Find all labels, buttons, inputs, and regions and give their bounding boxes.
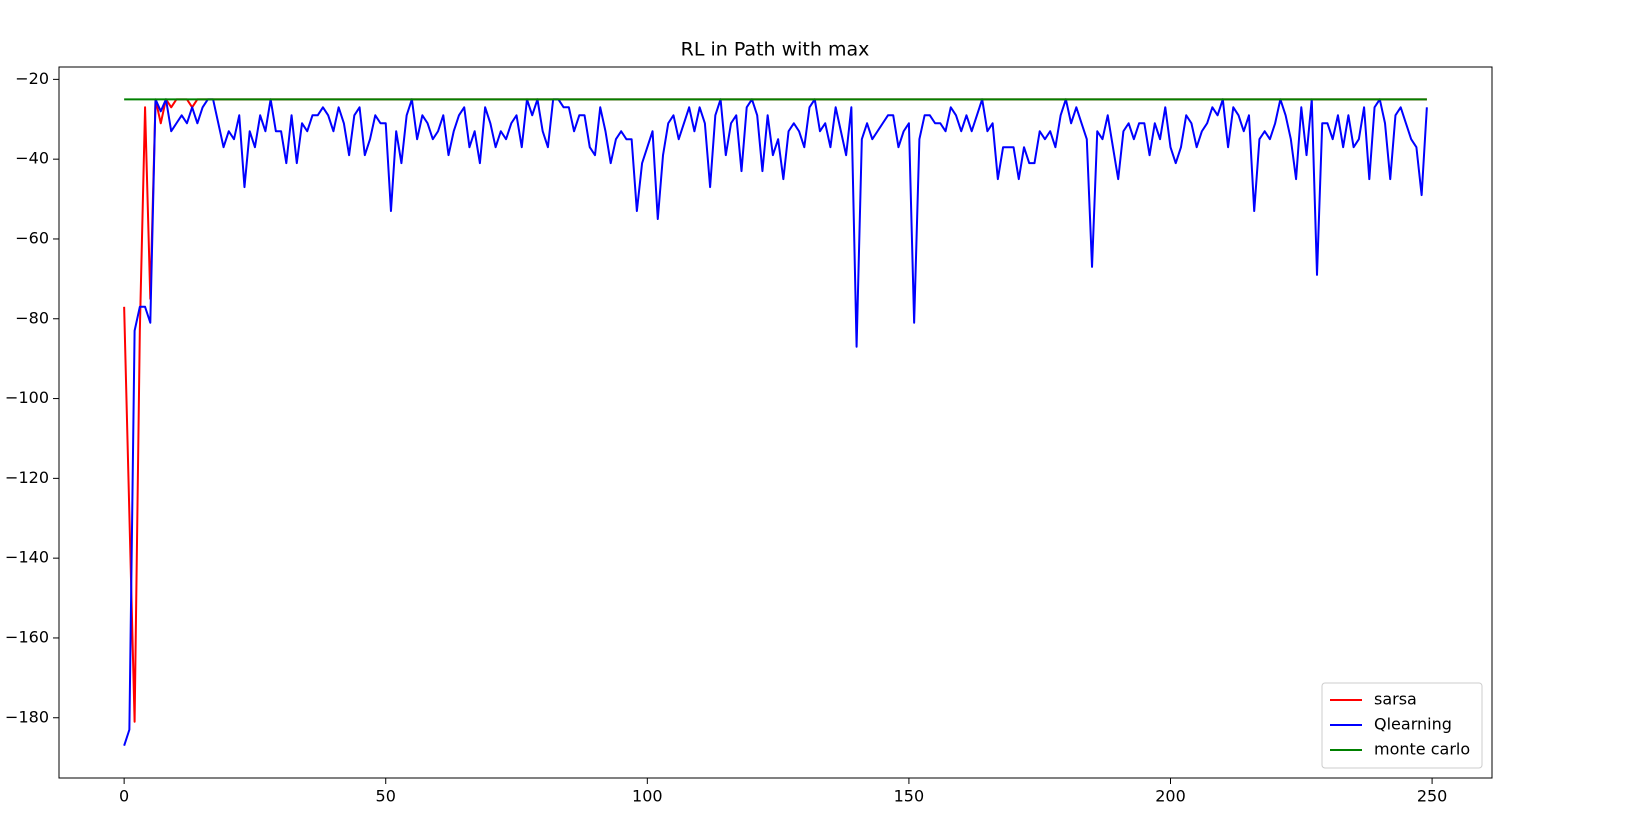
x-tick-label: 100 [632, 787, 663, 806]
plot-frame [58, 66, 1493, 779]
y-tick-label: −140 [5, 548, 49, 567]
y-tick-label: −120 [5, 468, 49, 487]
y-tick-label: −40 [15, 149, 49, 168]
legend-label: Qlearning [1374, 715, 1452, 734]
y-tick-label: −60 [15, 228, 49, 247]
x-tick-label: 150 [894, 787, 925, 806]
y-tick-label: −160 [5, 627, 49, 646]
y-tick-label: −80 [15, 308, 49, 327]
legend-label: monte carlo [1374, 740, 1470, 759]
legend-label: sarsa [1374, 690, 1417, 709]
x-tick-label: 0 [119, 787, 129, 806]
x-tick-label: 250 [1417, 787, 1448, 806]
x-tick-label: 200 [1155, 787, 1186, 806]
legend-box [1321, 682, 1483, 769]
x-tick-label: 50 [376, 787, 396, 806]
series-line [123, 98, 1428, 746]
y-tick-label: −100 [5, 388, 49, 407]
y-tick-label: −20 [15, 69, 49, 88]
chart-title: RL in Path with max [681, 39, 870, 61]
y-tick-label: −180 [5, 707, 49, 726]
legend: sarsa Qlearning monte carlo [1321, 682, 1483, 769]
